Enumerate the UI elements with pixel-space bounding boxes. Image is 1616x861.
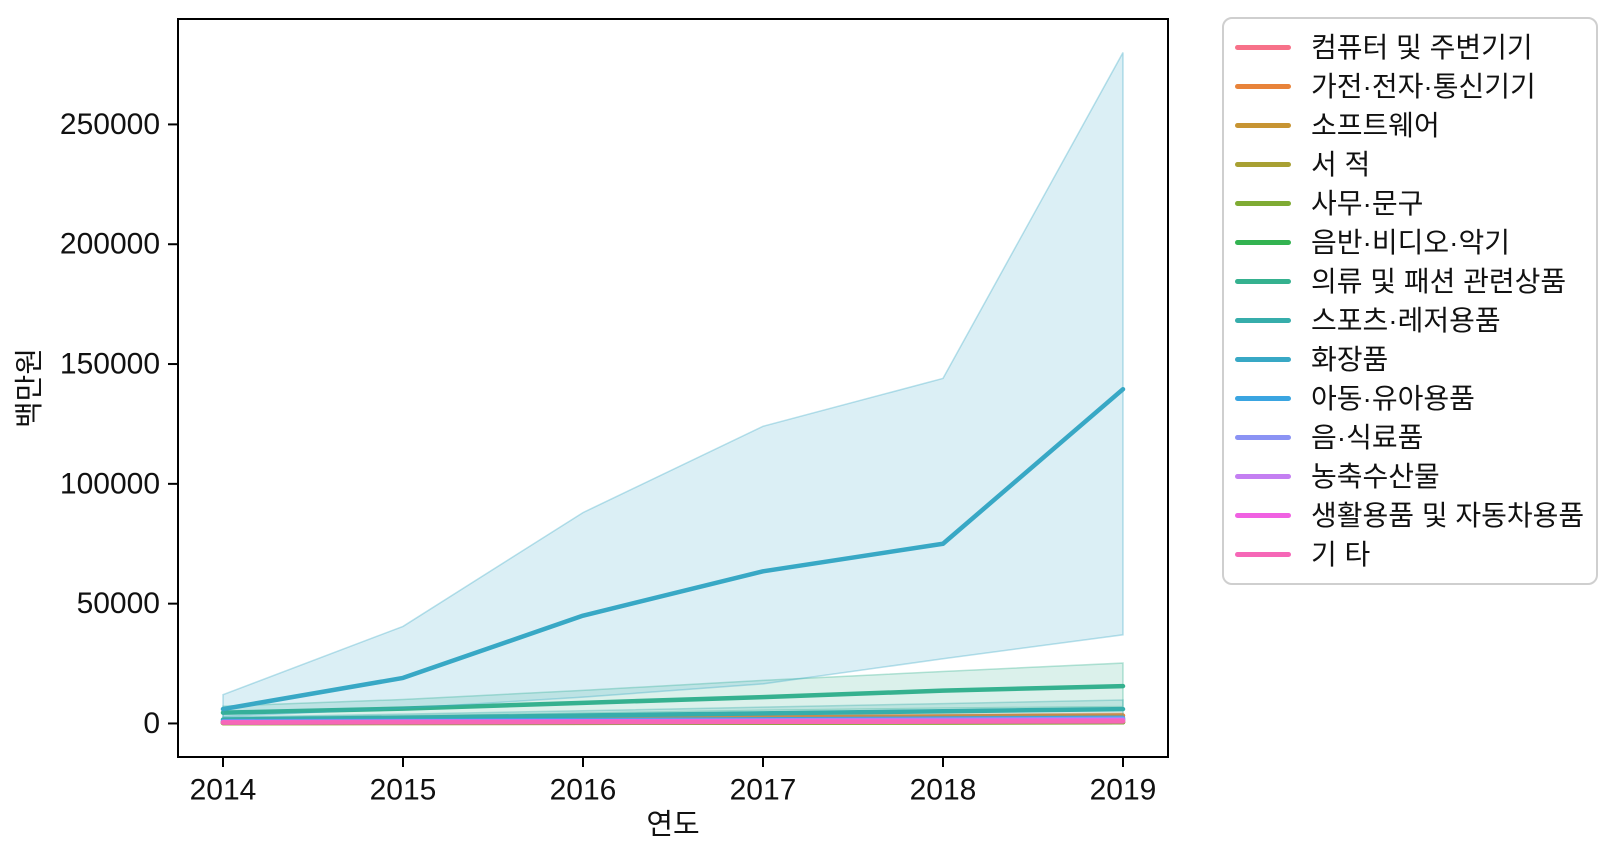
y-tick-label: 200000 bbox=[60, 228, 160, 261]
legend-swatch-line bbox=[1235, 240, 1291, 245]
x-axis-label: 연도 bbox=[646, 809, 699, 841]
legend: 컴퓨터 및 주변기기 가전·전자·통신기기 소프트웨어 서 적 사무·문구 음반… bbox=[1222, 17, 1598, 585]
legend-item: 스포츠·레저용품 bbox=[1224, 306, 1596, 336]
legend-label: 생활용품 및 자동차용품 bbox=[1311, 499, 1585, 531]
legend-item: 음반·비디오·악기 bbox=[1224, 228, 1596, 258]
x-tick-label: 2017 bbox=[730, 774, 797, 807]
legend-item: 의류 및 패션 관련상품 bbox=[1224, 267, 1596, 297]
legend-swatch-line bbox=[1235, 513, 1291, 518]
y-tick-label: 50000 bbox=[77, 587, 160, 620]
legend-label: 화장품 bbox=[1311, 343, 1389, 375]
legend-swatch-line bbox=[1235, 279, 1291, 284]
x-tick-label: 2014 bbox=[190, 774, 257, 807]
y-tick-label: 250000 bbox=[60, 108, 160, 141]
legend-swatch-line bbox=[1235, 435, 1291, 440]
legend-label: 음·식료품 bbox=[1311, 421, 1424, 453]
legend-label: 소프트웨어 bbox=[1311, 109, 1440, 141]
legend-item: 화장품 bbox=[1224, 345, 1596, 375]
legend-swatch-line bbox=[1235, 357, 1291, 362]
legend-label: 음반·비디오·악기 bbox=[1311, 226, 1510, 258]
legend-swatch-line bbox=[1235, 162, 1291, 167]
legend-label: 의류 및 패션 관련상품 bbox=[1311, 265, 1567, 297]
y-tick-label: 100000 bbox=[60, 467, 160, 500]
x-tick-label: 2019 bbox=[1090, 774, 1157, 807]
legend-swatch-line bbox=[1235, 45, 1291, 50]
legend-item: 아동·유아용품 bbox=[1224, 384, 1596, 414]
legend-swatch-line bbox=[1235, 123, 1291, 128]
legend-swatch-line bbox=[1235, 552, 1291, 557]
series-line bbox=[220, 683, 1126, 715]
legend-swatch-line bbox=[1235, 396, 1291, 401]
legend-item: 기 타 bbox=[1224, 540, 1596, 570]
legend-label: 컴퓨터 및 주변기기 bbox=[1311, 31, 1533, 63]
legend-item: 사무·문구 bbox=[1224, 189, 1596, 219]
legend-item: 농축수산물 bbox=[1224, 462, 1596, 492]
y-axis-label: 백만원 bbox=[14, 348, 46, 428]
legend-label: 기 타 bbox=[1311, 538, 1371, 570]
legend-swatch-line bbox=[1235, 318, 1291, 323]
legend-label: 사무·문구 bbox=[1311, 187, 1424, 219]
legend-swatch-line bbox=[1235, 84, 1291, 89]
legend-item: 생활용품 및 자동차용품 bbox=[1224, 501, 1596, 531]
legend-item: 컴퓨터 및 주변기기 bbox=[1224, 33, 1596, 63]
x-tick-label: 2018 bbox=[910, 774, 977, 807]
legend-label: 가전·전자·통신기기 bbox=[1311, 70, 1536, 102]
legend-swatch-line bbox=[1235, 201, 1291, 206]
legend-label: 서 적 bbox=[1311, 148, 1371, 180]
y-tick-label: 0 bbox=[143, 707, 160, 740]
legend-item: 가전·전자·통신기기 bbox=[1224, 72, 1596, 102]
legend-label: 스포츠·레저용품 bbox=[1311, 304, 1501, 336]
legend-item: 소프트웨어 bbox=[1224, 111, 1596, 141]
y-tick-label: 150000 bbox=[60, 348, 160, 381]
x-tick-label: 2016 bbox=[550, 774, 617, 807]
legend-item: 음·식료품 bbox=[1224, 423, 1596, 453]
series-line bbox=[220, 706, 1126, 722]
legend-label: 아동·유아용품 bbox=[1311, 382, 1475, 414]
confidence-band bbox=[222, 52, 1124, 718]
legend-label: 농축수산물 bbox=[1311, 460, 1440, 492]
legend-swatch-line bbox=[1235, 474, 1291, 479]
legend-item: 서 적 bbox=[1224, 150, 1596, 180]
series-line bbox=[220, 386, 1126, 712]
axes-spines bbox=[177, 18, 1169, 758]
x-tick-label: 2015 bbox=[370, 774, 437, 807]
series-line bbox=[220, 719, 1126, 725]
